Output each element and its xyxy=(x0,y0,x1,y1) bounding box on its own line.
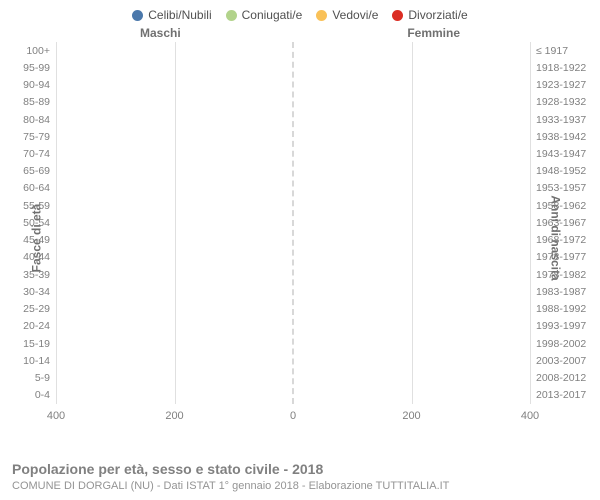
birth-tick: 2008-2012 xyxy=(532,369,600,386)
footer-subtitle: COMUNE DI DORGALI (NU) - Dati ISTAT 1° g… xyxy=(12,479,588,494)
x-tick: 0 xyxy=(290,410,296,422)
legend-item: Vedovi/e xyxy=(316,8,378,22)
birth-tick: 1998-2002 xyxy=(532,335,600,352)
pyramid-row xyxy=(56,301,530,318)
x-axis-ticks: 4002000200400 xyxy=(56,410,530,424)
birth-tick: 1923-1927 xyxy=(532,76,600,93)
age-tick: 20-24 xyxy=(0,318,54,335)
pyramid-row xyxy=(56,163,530,180)
age-tick: 65-69 xyxy=(0,163,54,180)
chart-footer: Popolazione per età, sesso e stato civil… xyxy=(12,460,588,494)
legend-label: Coniugati/e xyxy=(242,8,303,22)
pyramid-row xyxy=(56,318,530,335)
age-tick: 30-34 xyxy=(0,283,54,300)
pyramid-row xyxy=(56,335,530,352)
footer-title: Popolazione per età, sesso e stato civil… xyxy=(12,460,588,479)
pyramid-row xyxy=(56,266,530,283)
age-tick: 15-19 xyxy=(0,335,54,352)
age-tick: 90-94 xyxy=(0,76,54,93)
age-tick: 5-9 xyxy=(0,369,54,386)
pyramid-row xyxy=(56,94,530,111)
pyramid-row xyxy=(56,283,530,300)
birth-tick: 2013-2017 xyxy=(532,387,600,404)
side-labels: Maschi Femmine xyxy=(0,26,600,40)
age-tick: 80-84 xyxy=(0,111,54,128)
grid-line xyxy=(530,42,531,404)
legend-swatch xyxy=(132,10,143,21)
pyramid-row xyxy=(56,180,530,197)
pyramid-row xyxy=(56,76,530,93)
age-tick: 45-49 xyxy=(0,232,54,249)
pyramid-row xyxy=(56,59,530,76)
pyramid-row xyxy=(56,352,530,369)
pyramid-row xyxy=(56,369,530,386)
birth-tick: 1988-1992 xyxy=(532,301,600,318)
x-tick: 400 xyxy=(47,410,65,422)
x-tick: 200 xyxy=(402,410,420,422)
pyramid-row xyxy=(56,232,530,249)
birth-tick: 1943-1947 xyxy=(532,145,600,162)
female-label: Femmine xyxy=(407,26,460,40)
legend-label: Celibi/Nubili xyxy=(148,8,211,22)
birth-tick: 1938-1942 xyxy=(532,128,600,145)
legend-label: Vedovi/e xyxy=(332,8,378,22)
x-tick: 400 xyxy=(521,410,539,422)
birth-tick: 1968-1972 xyxy=(532,232,600,249)
legend-item: Coniugati/e xyxy=(226,8,303,22)
pyramid-row xyxy=(56,197,530,214)
age-tick: 70-74 xyxy=(0,145,54,162)
birth-tick: 1973-1977 xyxy=(532,249,600,266)
birth-tick: 1948-1952 xyxy=(532,163,600,180)
birth-tick: 1958-1962 xyxy=(532,197,600,214)
legend-swatch xyxy=(316,10,327,21)
age-tick: 10-14 xyxy=(0,352,54,369)
age-tick: 100+ xyxy=(0,42,54,59)
age-tick: 55-59 xyxy=(0,197,54,214)
birth-tick: 1918-1922 xyxy=(532,59,600,76)
legend-swatch xyxy=(226,10,237,21)
birth-tick: 1928-1932 xyxy=(532,94,600,111)
birth-tick: 1983-1987 xyxy=(532,283,600,300)
pyramid-row xyxy=(56,387,530,404)
birth-tick: 1978-1982 xyxy=(532,266,600,283)
pyramid-row xyxy=(56,42,530,59)
pyramid-row xyxy=(56,145,530,162)
legend: Celibi/Nubili Coniugati/e Vedovi/e Divorzia… xyxy=(0,0,600,22)
birth-tick: 1963-1967 xyxy=(532,214,600,231)
legend-item: Celibi/Nubili xyxy=(132,8,211,22)
male-label: Maschi xyxy=(140,26,181,40)
birth-tick: 2003-2007 xyxy=(532,352,600,369)
pyramid-row xyxy=(56,249,530,266)
birth-tick: 1933-1937 xyxy=(532,111,600,128)
pyramid-row xyxy=(56,214,530,231)
birth-labels: ≤ 19171918-19221923-19271928-19321933-19… xyxy=(532,42,600,404)
age-tick: 85-89 xyxy=(0,94,54,111)
pyramid-row xyxy=(56,111,530,128)
age-tick: 25-29 xyxy=(0,301,54,318)
pyramid-row xyxy=(56,128,530,145)
age-tick: 95-99 xyxy=(0,59,54,76)
age-tick: 60-64 xyxy=(0,180,54,197)
population-pyramid: Fasce di età Anni di nascita 100+95-9990… xyxy=(0,42,600,434)
age-tick: 75-79 xyxy=(0,128,54,145)
plot-area xyxy=(56,42,530,404)
age-tick: 35-39 xyxy=(0,266,54,283)
age-tick: 50-54 xyxy=(0,214,54,231)
legend-label: Divorziati/e xyxy=(408,8,467,22)
bar-rows xyxy=(56,42,530,404)
x-tick: 200 xyxy=(165,410,183,422)
age-tick: 0-4 xyxy=(0,387,54,404)
age-labels: 100+95-9990-9485-8980-8475-7970-7465-696… xyxy=(0,42,54,404)
legend-swatch xyxy=(392,10,403,21)
legend-item: Divorziati/e xyxy=(392,8,467,22)
birth-tick: 1993-1997 xyxy=(532,318,600,335)
birth-tick: 1953-1957 xyxy=(532,180,600,197)
age-tick: 40-44 xyxy=(0,249,54,266)
birth-tick: ≤ 1917 xyxy=(532,42,600,59)
